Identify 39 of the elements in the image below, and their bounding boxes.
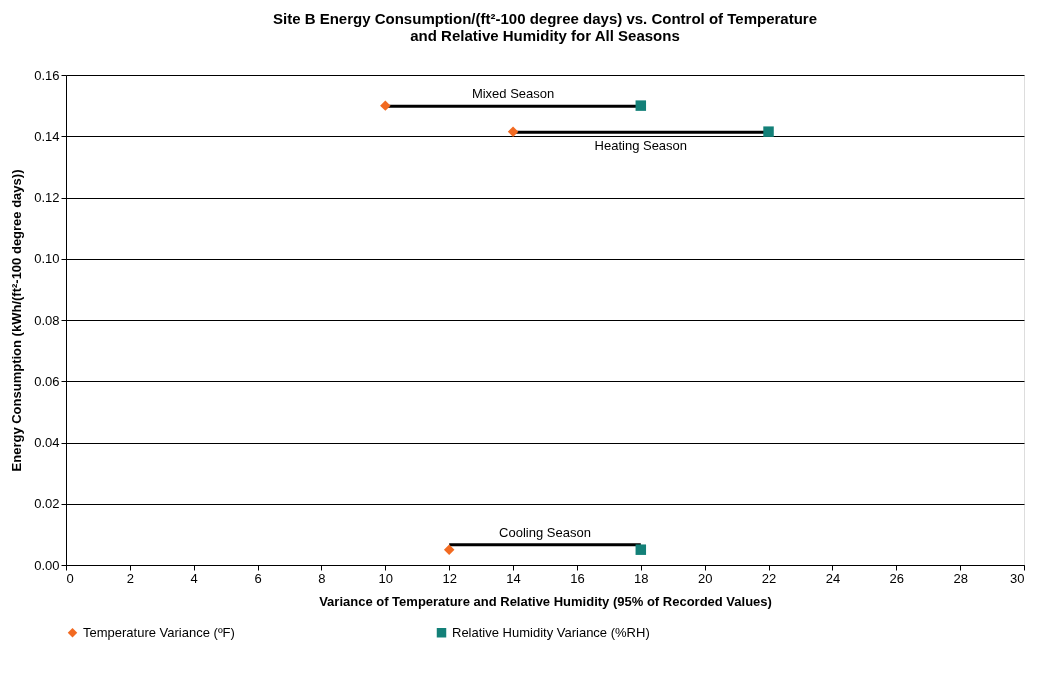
point — [380, 100, 391, 111]
y-axis-title: Energy Consumption (kWh/(ft²-100 degree days)) — [9, 169, 25, 472]
annotation: Heating Season — [594, 138, 688, 154]
chart-title: Site B Energy Consumption/(ft²-100 degree days) vs. Control of Temperature and Relative Humidity for All Seasons — [273, 10, 817, 44]
point — [443, 544, 455, 555]
y-tick-label: 0.14 — [34, 128, 60, 144]
annotation: Mixed Season — [471, 86, 555, 102]
x-tick-label: 16 — [570, 570, 585, 586]
x-tick-label: 26 — [889, 570, 904, 586]
x-tick-label: 10 — [378, 570, 394, 586]
x-tick-label: 0 — [66, 570, 74, 586]
point — [635, 544, 647, 555]
annotation: Cooling Season — [499, 524, 591, 540]
point — [507, 126, 519, 137]
x-tick-label: 4 — [190, 570, 198, 586]
x-tick-label: 14 — [506, 570, 521, 586]
legend-label: Relative Humidity Variance (%RH) — [452, 624, 650, 640]
y-tick-label: 0.08 — [34, 312, 60, 328]
y-tick-label: 0.02 — [34, 496, 60, 512]
x-tick-label: 8 — [318, 570, 326, 586]
x-tick-label: 6 — [254, 570, 262, 586]
y-tick-label: 0.04 — [34, 435, 60, 450]
point — [635, 100, 647, 111]
x-tick-label: 22 — [761, 570, 777, 586]
y-tick-label: 0.10 — [34, 251, 60, 267]
x-tick-label: 12 — [442, 570, 457, 586]
x-axis-title: Variance of Temperature and Relative Humidity (95% of Recorded Values) — [319, 593, 772, 609]
x-tick-label: 18 — [634, 570, 649, 586]
y-tick-label: 0.12 — [34, 190, 60, 205]
x-tick-label: 28 — [953, 570, 968, 586]
y-tick-label: 0.16 — [34, 67, 60, 83]
legend-label: Temperature Variance (ºF) — [83, 624, 235, 640]
x-tick-label: 30 — [1010, 570, 1025, 586]
x-tick-label: 20 — [697, 570, 713, 586]
y-tick-label: 0.06 — [34, 373, 60, 389]
y-tick-label: 0.00 — [34, 557, 60, 573]
x-tick-label: 2 — [126, 570, 134, 586]
point — [763, 126, 774, 137]
x-tick-label: 24 — [825, 570, 841, 586]
